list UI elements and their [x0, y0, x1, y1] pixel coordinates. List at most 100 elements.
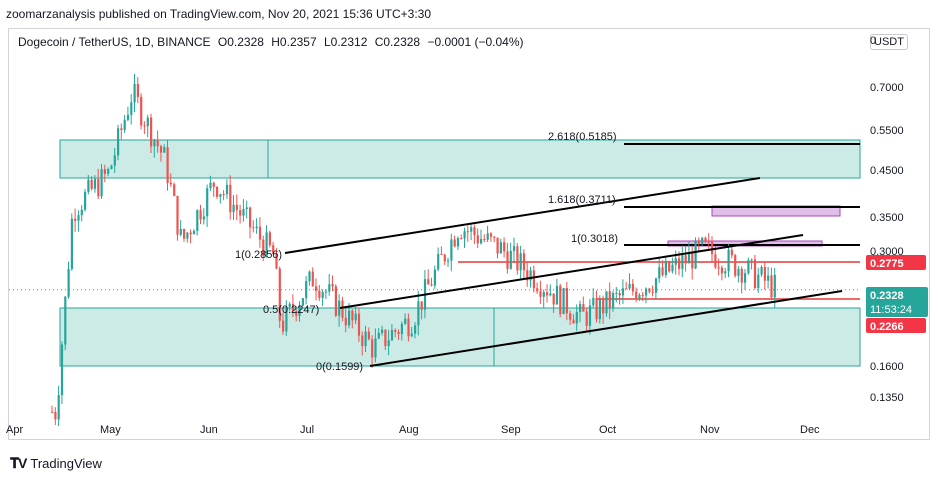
candle-body — [747, 260, 750, 274]
candle-body — [199, 210, 202, 220]
candle-body — [443, 254, 446, 262]
candle-body — [678, 258, 681, 269]
candle-body — [173, 184, 176, 196]
candle-body — [704, 237, 707, 242]
candle-body — [67, 268, 70, 297]
candle-body — [542, 292, 545, 297]
candle-body — [268, 232, 271, 246]
x-tick-label: Jun — [200, 424, 218, 436]
candle-body — [681, 255, 684, 269]
candle-body — [612, 293, 615, 308]
candle-body — [602, 299, 605, 314]
currency-badge[interactable]: USDT — [870, 34, 908, 50]
candle-body — [305, 281, 308, 299]
candle-body — [225, 184, 229, 195]
candle-body — [470, 227, 473, 232]
fib-label: 0(0.1599) — [316, 361, 363, 373]
candle-body — [460, 238, 463, 240]
candle-body — [212, 182, 215, 187]
candle-body — [123, 119, 126, 130]
candle-body — [136, 83, 139, 97]
candle-body — [430, 284, 433, 286]
candle-body — [397, 331, 400, 335]
price-tag-timer: 11:53:24 — [870, 304, 912, 316]
candle-body — [658, 267, 661, 279]
candle-body — [582, 304, 585, 312]
candle-body — [245, 207, 248, 209]
low-value: L0.2312 — [323, 35, 368, 49]
candle-body — [126, 114, 130, 120]
candle-body — [159, 146, 163, 153]
brand-label: TradingView — [30, 456, 102, 471]
candle-body — [242, 208, 245, 216]
x-tick-label: Oct — [599, 424, 616, 436]
candle-body — [625, 288, 628, 290]
chart-frame — [8, 28, 930, 440]
candle-body — [357, 313, 361, 336]
candle-body — [440, 254, 443, 256]
candle-body — [249, 207, 252, 228]
y-axis-top-label: 0 — [870, 35, 876, 47]
price-tag-bg — [866, 318, 926, 333]
candle-body — [588, 305, 592, 326]
candle-body — [476, 235, 479, 244]
candle-body — [727, 249, 730, 272]
candle-body — [110, 165, 113, 169]
price-tag-bg — [866, 255, 926, 270]
candle-body — [760, 266, 763, 275]
candle-body — [64, 296, 67, 345]
candle-body — [113, 155, 116, 166]
candle-body — [272, 245, 275, 254]
candle-body — [206, 188, 209, 217]
candle-body — [404, 318, 407, 324]
candle-body — [51, 411, 54, 413]
candle-body — [288, 303, 291, 307]
fib-label: 1(0.3018) — [571, 233, 618, 245]
candle-body — [334, 286, 337, 316]
candle-body — [265, 232, 268, 256]
symbol-title[interactable]: Dogecoin / TetherUS, 1D, BINANCE — [18, 35, 211, 49]
candle-body — [60, 344, 64, 396]
candle-body — [394, 329, 397, 332]
candle-body — [701, 237, 704, 244]
candle-body — [117, 128, 120, 156]
candle-body — [536, 288, 539, 292]
candle-body — [153, 139, 156, 147]
candle-body — [235, 204, 238, 211]
candle-body — [77, 215, 80, 221]
candle-body — [506, 251, 509, 269]
candle-body — [664, 261, 667, 276]
candle-body — [367, 331, 370, 340]
candle-body — [183, 229, 186, 239]
channel-mid-line — [339, 234, 804, 309]
candle-body — [433, 269, 436, 286]
candle-body — [661, 267, 664, 276]
candle-body — [757, 274, 760, 289]
candle-body — [486, 233, 489, 240]
candle-body — [321, 291, 324, 298]
candle-body — [57, 395, 60, 420]
candle-body — [390, 329, 394, 341]
channel-lower-line — [369, 290, 843, 367]
candle-body — [103, 169, 106, 174]
candle-body — [605, 291, 608, 314]
candle-body — [285, 306, 288, 332]
candle-body — [635, 291, 638, 300]
candle-body — [140, 96, 143, 126]
candle-body — [744, 273, 747, 283]
candle-body — [618, 292, 621, 296]
x-tick-label: Jul — [300, 424, 314, 436]
candle-body — [519, 253, 522, 271]
candle-body — [328, 284, 331, 292]
candle-body — [598, 299, 601, 320]
candle-body — [384, 329, 387, 347]
candle-body — [532, 270, 535, 289]
candle-body — [74, 218, 77, 221]
candle-body — [381, 329, 384, 333]
candle-body — [565, 288, 568, 314]
candle-body — [608, 291, 611, 308]
candle-body — [513, 246, 516, 251]
tradingview-brand[interactable]: 𝐓V TradingView — [10, 455, 102, 472]
candle-body — [54, 412, 57, 420]
